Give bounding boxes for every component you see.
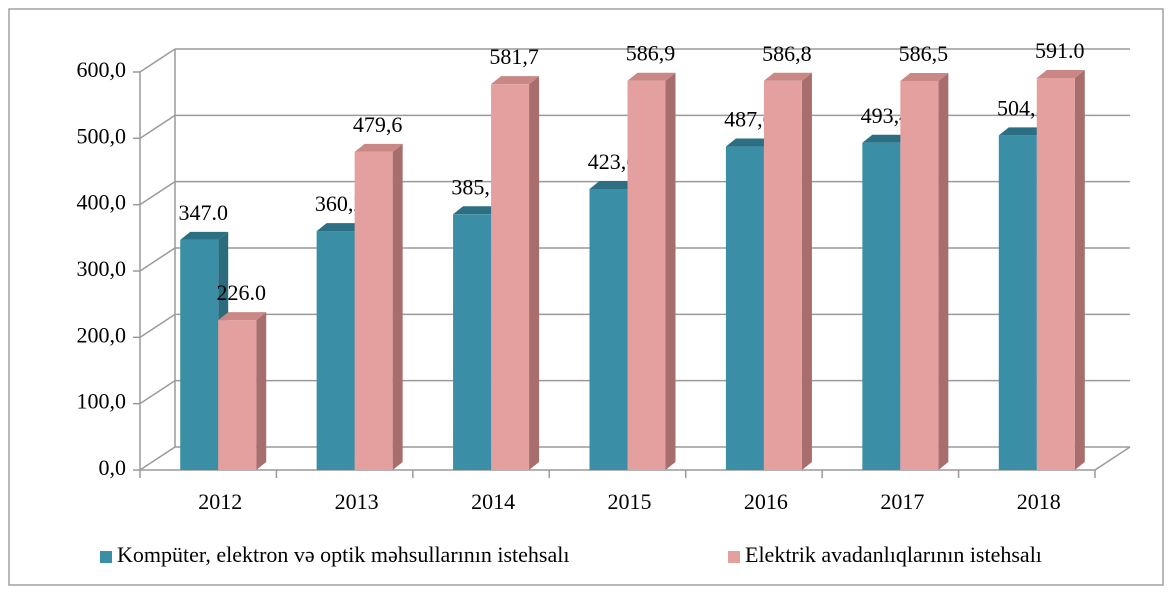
grid-line-side xyxy=(139,247,176,272)
bar xyxy=(453,214,492,470)
bar-top xyxy=(900,72,949,81)
grid-line-side xyxy=(139,313,176,338)
bar xyxy=(491,84,530,470)
y-tick-label: 200,0 xyxy=(77,322,127,347)
y-tick-label: 600,0 xyxy=(77,57,127,82)
x-tick-label: 2015 xyxy=(608,489,652,514)
bar-side xyxy=(801,72,812,471)
grid-line-side xyxy=(139,380,176,405)
x-tick-label: 2012 xyxy=(198,489,242,514)
bar-top xyxy=(453,206,502,215)
data-label: 226.0 xyxy=(216,280,266,305)
y-tick-label: 100,0 xyxy=(77,389,127,414)
bar-top xyxy=(491,76,540,85)
legend-label: Kompüter, elektron və optik məhsullarını… xyxy=(117,542,569,567)
bar-side xyxy=(938,72,949,470)
bar-top xyxy=(1036,69,1085,78)
legend-swatch xyxy=(100,551,112,563)
y-tick-label: 400,0 xyxy=(77,190,127,215)
bar xyxy=(218,320,257,470)
x-tick-label: 2017 xyxy=(880,489,924,514)
bar-top xyxy=(354,143,403,152)
bar-top xyxy=(862,134,911,143)
x-tick-label: 2014 xyxy=(471,489,515,514)
bar-top xyxy=(998,127,1047,136)
bar-top xyxy=(589,181,638,190)
y-tick-label: 300,0 xyxy=(77,256,127,281)
bar xyxy=(862,142,901,470)
data-label: 347.0 xyxy=(178,200,228,225)
bar-side xyxy=(392,143,403,470)
bar-side xyxy=(1074,69,1085,470)
bar-side xyxy=(529,76,540,470)
bar-top xyxy=(763,72,812,81)
bar xyxy=(900,80,939,470)
data-label: 586,9 xyxy=(626,41,676,66)
data-label: 479,6 xyxy=(353,112,403,137)
legend-label: Elektrik avadanlıqlarının istehsalı xyxy=(745,542,1042,567)
data-label: 591.0 xyxy=(1035,38,1085,63)
bar xyxy=(998,135,1037,470)
bar-side xyxy=(256,312,267,470)
bar xyxy=(627,80,666,470)
grid-line-side xyxy=(139,181,176,206)
grid-line-side xyxy=(139,48,176,73)
bar-side xyxy=(665,72,676,470)
bar-top xyxy=(218,312,267,321)
bar-top xyxy=(180,231,229,240)
bar-top xyxy=(725,138,774,147)
x-tick-label: 2013 xyxy=(335,489,379,514)
grid-line-side xyxy=(139,114,176,139)
bar xyxy=(1036,77,1075,470)
data-label: 586,5 xyxy=(899,41,949,66)
data-label: 581,7 xyxy=(489,44,539,69)
bar xyxy=(180,239,219,470)
bar-top xyxy=(627,72,676,81)
y-tick-label: 0,0 xyxy=(99,455,127,480)
bar xyxy=(316,231,355,470)
x-tick-label: 2018 xyxy=(1017,489,1061,514)
bar xyxy=(763,80,802,471)
legend-swatch xyxy=(728,551,740,563)
x-tick-label: 2016 xyxy=(744,489,788,514)
bar xyxy=(589,189,628,470)
y-tick-label: 500,0 xyxy=(77,123,127,148)
bar xyxy=(725,146,764,471)
grid-line-side xyxy=(139,446,176,471)
bar-top xyxy=(316,223,365,232)
bar xyxy=(354,151,393,470)
data-label: 586,8 xyxy=(762,41,812,66)
